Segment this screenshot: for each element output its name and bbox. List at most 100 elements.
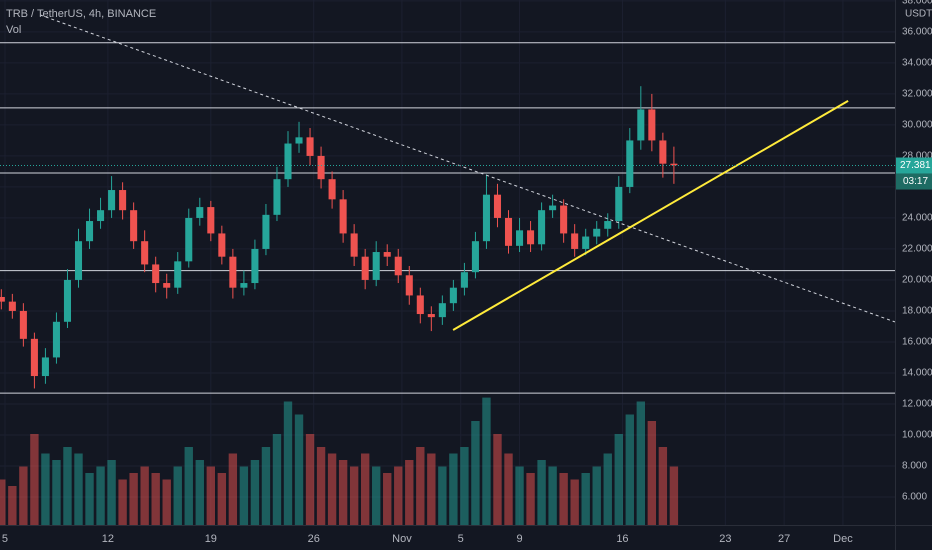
volume-bar bbox=[195, 460, 204, 525]
volume-bar bbox=[294, 414, 304, 525]
volume-bar bbox=[548, 466, 557, 525]
x-tick-label: Nov bbox=[392, 533, 412, 545]
volume-bar bbox=[360, 453, 370, 525]
candle-body bbox=[317, 155, 325, 180]
plot-area bbox=[0, 0, 895, 525]
chart-title: TRB / TetherUS, 4h, BINANCE bbox=[6, 8, 156, 20]
candle-body bbox=[560, 205, 568, 234]
volume-bar bbox=[537, 460, 546, 525]
x-tick-label: 9 bbox=[516, 533, 522, 545]
volume-bar bbox=[129, 473, 138, 525]
volume-bar bbox=[173, 466, 182, 525]
candle-body bbox=[97, 210, 105, 222]
volume-bar bbox=[0, 479, 6, 525]
candle-body bbox=[350, 233, 358, 257]
volume-bar bbox=[217, 473, 227, 525]
candle-body bbox=[383, 252, 391, 257]
x-tick-label: 5 bbox=[2, 533, 8, 545]
candle-body bbox=[152, 264, 160, 284]
volume-bar bbox=[460, 447, 469, 525]
candle-body bbox=[262, 214, 270, 249]
volume-bar bbox=[570, 479, 579, 525]
volume-bar bbox=[272, 434, 282, 525]
volume-bar bbox=[151, 473, 160, 525]
volume-bar bbox=[471, 421, 480, 525]
volume-bar bbox=[669, 466, 679, 525]
volume-bar bbox=[250, 460, 260, 525]
candle-body bbox=[659, 140, 667, 164]
candle-body bbox=[372, 252, 380, 280]
candle-body bbox=[163, 283, 171, 288]
volume-bar bbox=[405, 460, 414, 525]
y-tick-label: 22.000 bbox=[902, 244, 932, 255]
candle-body bbox=[538, 210, 546, 245]
volume-bar bbox=[30, 434, 39, 525]
candle-body bbox=[185, 217, 193, 262]
volume-bar bbox=[96, 466, 105, 525]
candle-body bbox=[196, 207, 204, 218]
volume-bar bbox=[349, 466, 359, 525]
candle-body bbox=[626, 140, 634, 187]
volume-bar bbox=[515, 466, 524, 525]
volume-bar bbox=[316, 447, 326, 525]
volume-bar bbox=[416, 447, 425, 525]
candle-body bbox=[648, 109, 656, 141]
volume-bar bbox=[107, 460, 116, 525]
candle-body bbox=[449, 287, 457, 304]
y-tick-label: 28.000 bbox=[902, 151, 932, 162]
x-tick-label: 12 bbox=[102, 533, 114, 545]
volume-bar bbox=[41, 453, 50, 525]
volume-bar bbox=[63, 447, 72, 525]
candle-body bbox=[63, 279, 72, 322]
candle-body bbox=[571, 233, 579, 249]
y-tick-label: 38.000 bbox=[902, 0, 932, 7]
candle-body bbox=[229, 256, 237, 288]
volume-bar bbox=[636, 401, 646, 525]
volume-bar bbox=[581, 473, 590, 525]
volume-bar bbox=[438, 466, 447, 525]
volume-bar bbox=[658, 447, 668, 525]
candle-body bbox=[394, 256, 402, 276]
candle-body bbox=[416, 295, 424, 315]
volume-bar bbox=[647, 421, 657, 525]
y-tick-label: 14.000 bbox=[902, 368, 932, 379]
candle-body bbox=[251, 248, 259, 284]
volume-bar bbox=[383, 473, 392, 525]
candle-body bbox=[339, 199, 347, 234]
volume-bar bbox=[449, 453, 458, 525]
candle-body bbox=[273, 179, 281, 215]
x-tick-label: 26 bbox=[308, 533, 320, 545]
volume-bar bbox=[614, 434, 623, 525]
candle-body bbox=[405, 275, 413, 296]
volume-bar bbox=[504, 453, 513, 525]
trend-line bbox=[452, 100, 849, 331]
volume-bar bbox=[8, 486, 17, 525]
candle-body bbox=[207, 207, 215, 234]
y-tick-label: 34.000 bbox=[902, 58, 932, 69]
volume-bar bbox=[74, 453, 83, 525]
candle-body bbox=[295, 137, 303, 144]
y-tick-label: 36.000 bbox=[902, 27, 932, 38]
candle-body bbox=[19, 310, 27, 339]
candle-body bbox=[74, 241, 83, 280]
x-tick-label: Dec bbox=[833, 533, 853, 545]
x-tick-label: 23 bbox=[719, 533, 731, 545]
volume-bar bbox=[625, 414, 634, 525]
y-tick-label: 10.000 bbox=[902, 430, 932, 441]
y-tick-label: 30.000 bbox=[902, 120, 932, 131]
candle-body bbox=[471, 241, 479, 273]
trend-line bbox=[39, 14, 895, 323]
y-tick-label: 24.000 bbox=[902, 213, 932, 224]
volume-bar bbox=[85, 473, 94, 525]
candle-body bbox=[52, 321, 60, 358]
volume-bar bbox=[140, 466, 149, 525]
candle-body bbox=[119, 190, 127, 211]
y-tick-label: 6.000 bbox=[902, 492, 927, 503]
candle-body bbox=[141, 241, 149, 265]
candle-body bbox=[86, 221, 94, 242]
candle-body bbox=[615, 186, 623, 222]
candle-body bbox=[427, 314, 435, 318]
y-tick-label: 12.000 bbox=[902, 399, 932, 410]
candle-body bbox=[604, 221, 612, 229]
